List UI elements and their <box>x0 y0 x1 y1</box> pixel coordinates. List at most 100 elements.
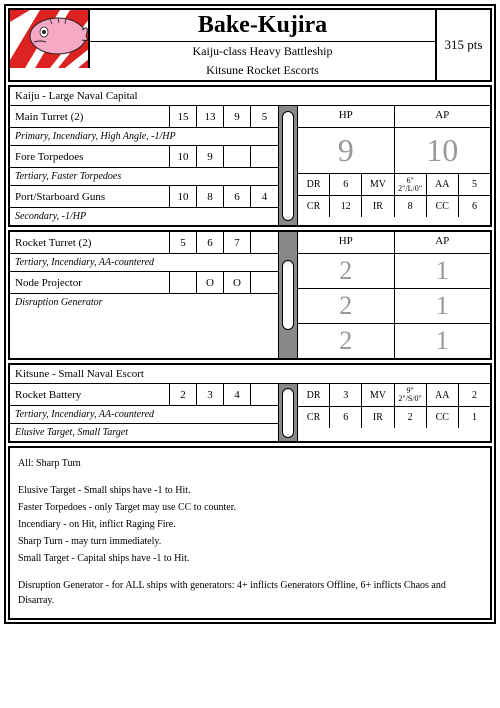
stat-cell: O <box>197 272 224 293</box>
arc-indicator <box>282 260 294 330</box>
stat-row-2: CR 6 IR 2 CC 1 <box>298 406 490 428</box>
unit-subtitle-1: Kaiju-class Heavy Battleship <box>90 42 435 61</box>
dr-label: DR <box>298 384 330 406</box>
weapon-tags: Tertiary, Incendiary, AA-countered <box>10 254 278 272</box>
cr-value: 6 <box>330 407 362 428</box>
rule-line: Sharp Turn - may turn immediately. <box>18 534 482 549</box>
dr-label: DR <box>298 174 330 195</box>
secondary-weapons: Rocket Turret (2) 5 6 7 Tertiary, Incend… <box>10 232 278 358</box>
stat-row-1: DR 3 MV 9" 2"/S/0" AA 2 <box>298 384 490 406</box>
unit-tags: Elusive Target, Small Target <box>10 424 278 441</box>
fire-arc-column <box>278 232 298 358</box>
kaiju-stats: HP AP 9 10 DR 6 MV 6" 2"/L/0" AA 5 CR <box>298 106 490 225</box>
dr-value: 3 <box>330 384 362 406</box>
cc-label: CC <box>427 196 459 217</box>
header: Bake-Kujira Kaiju-class Heavy Battleship… <box>8 8 492 82</box>
kitsune-stats: DR 3 MV 9" 2"/S/0" AA 2 CR 6 IR 2 CC 1 <box>298 384 490 441</box>
weapon-tags: Primary, Incendiary, High Angle, -1/HP <box>10 128 278 146</box>
weapon-row: Fore Torpedoes 10 9 <box>10 146 278 168</box>
stat-row-2: CR 12 IR 8 CC 6 <box>298 195 490 217</box>
ap-value: 1 <box>395 324 491 358</box>
stat-cell: 5 <box>170 232 197 253</box>
stat-cell <box>251 232 278 253</box>
kaiju-section: Kaiju - Large Naval Capital Main Turret … <box>8 85 492 227</box>
weapon-name: Rocket Battery <box>10 384 170 405</box>
stat-cell: 7 <box>224 232 251 253</box>
cr-label: CR <box>298 196 330 217</box>
stat-cell: 13 <box>197 106 224 127</box>
mv-value: 6" 2"/L/0" <box>395 174 427 195</box>
ap-value: 1 <box>395 289 491 323</box>
stat-cell: 8 <box>197 186 224 207</box>
weapon-row: Main Turret (2) 15 13 9 5 <box>10 106 278 128</box>
ap-label: AP <box>395 106 491 127</box>
stat-cell: 4 <box>251 186 278 207</box>
stat-cell: 6 <box>224 186 251 207</box>
secondary-section: Rocket Turret (2) 5 6 7 Tertiary, Incend… <box>8 230 492 360</box>
hp-ap-pair: 2 1 <box>298 288 490 323</box>
rule-line: Faster Torpedoes - only Target may use C… <box>18 500 482 515</box>
weapon-row: Rocket Battery 2 3 4 <box>10 384 278 406</box>
aa-label: AA <box>427 384 459 406</box>
aa-value: 2 <box>459 384 490 406</box>
rule-line: All: Sharp Turn <box>18 456 482 471</box>
weapon-tags: Disruption Generator <box>10 294 278 311</box>
hp-ap-pair: 2 1 <box>298 254 490 288</box>
faction-logo <box>10 10 90 68</box>
weapon-name: Rocket Turret (2) <box>10 232 170 253</box>
unit-card: Bake-Kujira Kaiju-class Heavy Battleship… <box>4 4 496 624</box>
ap-value: 10 <box>395 128 491 173</box>
hp-value: 2 <box>298 289 395 323</box>
hp-value: 2 <box>298 254 395 288</box>
rule-line: Incendiary - on Hit, inflict Raging Fire… <box>18 517 482 532</box>
cc-value: 6 <box>459 196 490 217</box>
hp-ap-header: HP AP <box>298 106 490 128</box>
stat-cell: 9 <box>224 106 251 127</box>
points-value: 315 pts <box>435 10 490 80</box>
weapon-name: Port/Starboard Guns <box>10 186 170 207</box>
hp-label: HP <box>298 106 395 127</box>
kitsune-section: Kitsune - Small Naval Escort Rocket Batt… <box>8 363 492 443</box>
cr-label: CR <box>298 407 330 428</box>
rules-box: All: Sharp Turn Elusive Target - Small s… <box>8 446 492 620</box>
hp-ap-pair: 2 1 <box>298 323 490 358</box>
weapon-row: Rocket Turret (2) 5 6 7 <box>10 232 278 254</box>
stat-cell: 3 <box>197 384 224 405</box>
rule-line: Small Target - Capital ships have -1 to … <box>18 551 482 566</box>
hp-ap-values: 9 10 <box>298 128 490 173</box>
unit-subtitle-2: Kitsune Rocket Escorts <box>90 61 435 80</box>
hp-ap-header: HP AP <box>298 232 490 254</box>
rule-line: Disruption Generator - for ALL ships wit… <box>18 578 482 608</box>
stat-cell: 6 <box>197 232 224 253</box>
mv-value: 9" 2"/S/0" <box>395 384 427 406</box>
weapon-name: Node Projector <box>10 272 170 293</box>
stat-cell: 10 <box>170 186 197 207</box>
stat-cell: 15 <box>170 106 197 127</box>
hp-value: 2 <box>298 324 395 358</box>
arc-indicator <box>282 388 294 438</box>
fire-arc-column <box>278 106 298 225</box>
aa-value: 5 <box>459 174 490 195</box>
secondary-stats: HP AP 2 1 2 1 2 1 <box>298 232 490 358</box>
hp-label: HP <box>298 232 395 253</box>
dr-value: 6 <box>330 174 362 195</box>
stat-cell: O <box>224 272 251 293</box>
stat-cell: 5 <box>251 106 278 127</box>
ap-label: AP <box>395 232 491 253</box>
header-text: Bake-Kujira Kaiju-class Heavy Battleship… <box>90 10 435 80</box>
ir-value: 2 <box>395 407 427 428</box>
weapon-name: Main Turret (2) <box>10 106 170 127</box>
kitsune-header: Kitsune - Small Naval Escort <box>10 365 490 384</box>
ir-value: 8 <box>395 196 427 217</box>
ir-label: IR <box>362 407 394 428</box>
stat-cell: 4 <box>224 384 251 405</box>
stat-cell: 2 <box>170 384 197 405</box>
stat-cell: 10 <box>170 146 197 167</box>
ir-label: IR <box>362 196 394 217</box>
weapon-row: Port/Starboard Guns 10 8 6 4 <box>10 186 278 208</box>
aa-label: AA <box>427 174 459 195</box>
kaiju-header: Kaiju - Large Naval Capital <box>10 87 490 106</box>
unit-title: Bake-Kujira <box>90 10 435 42</box>
stat-cell <box>170 272 197 293</box>
weapon-name: Fore Torpedoes <box>10 146 170 167</box>
